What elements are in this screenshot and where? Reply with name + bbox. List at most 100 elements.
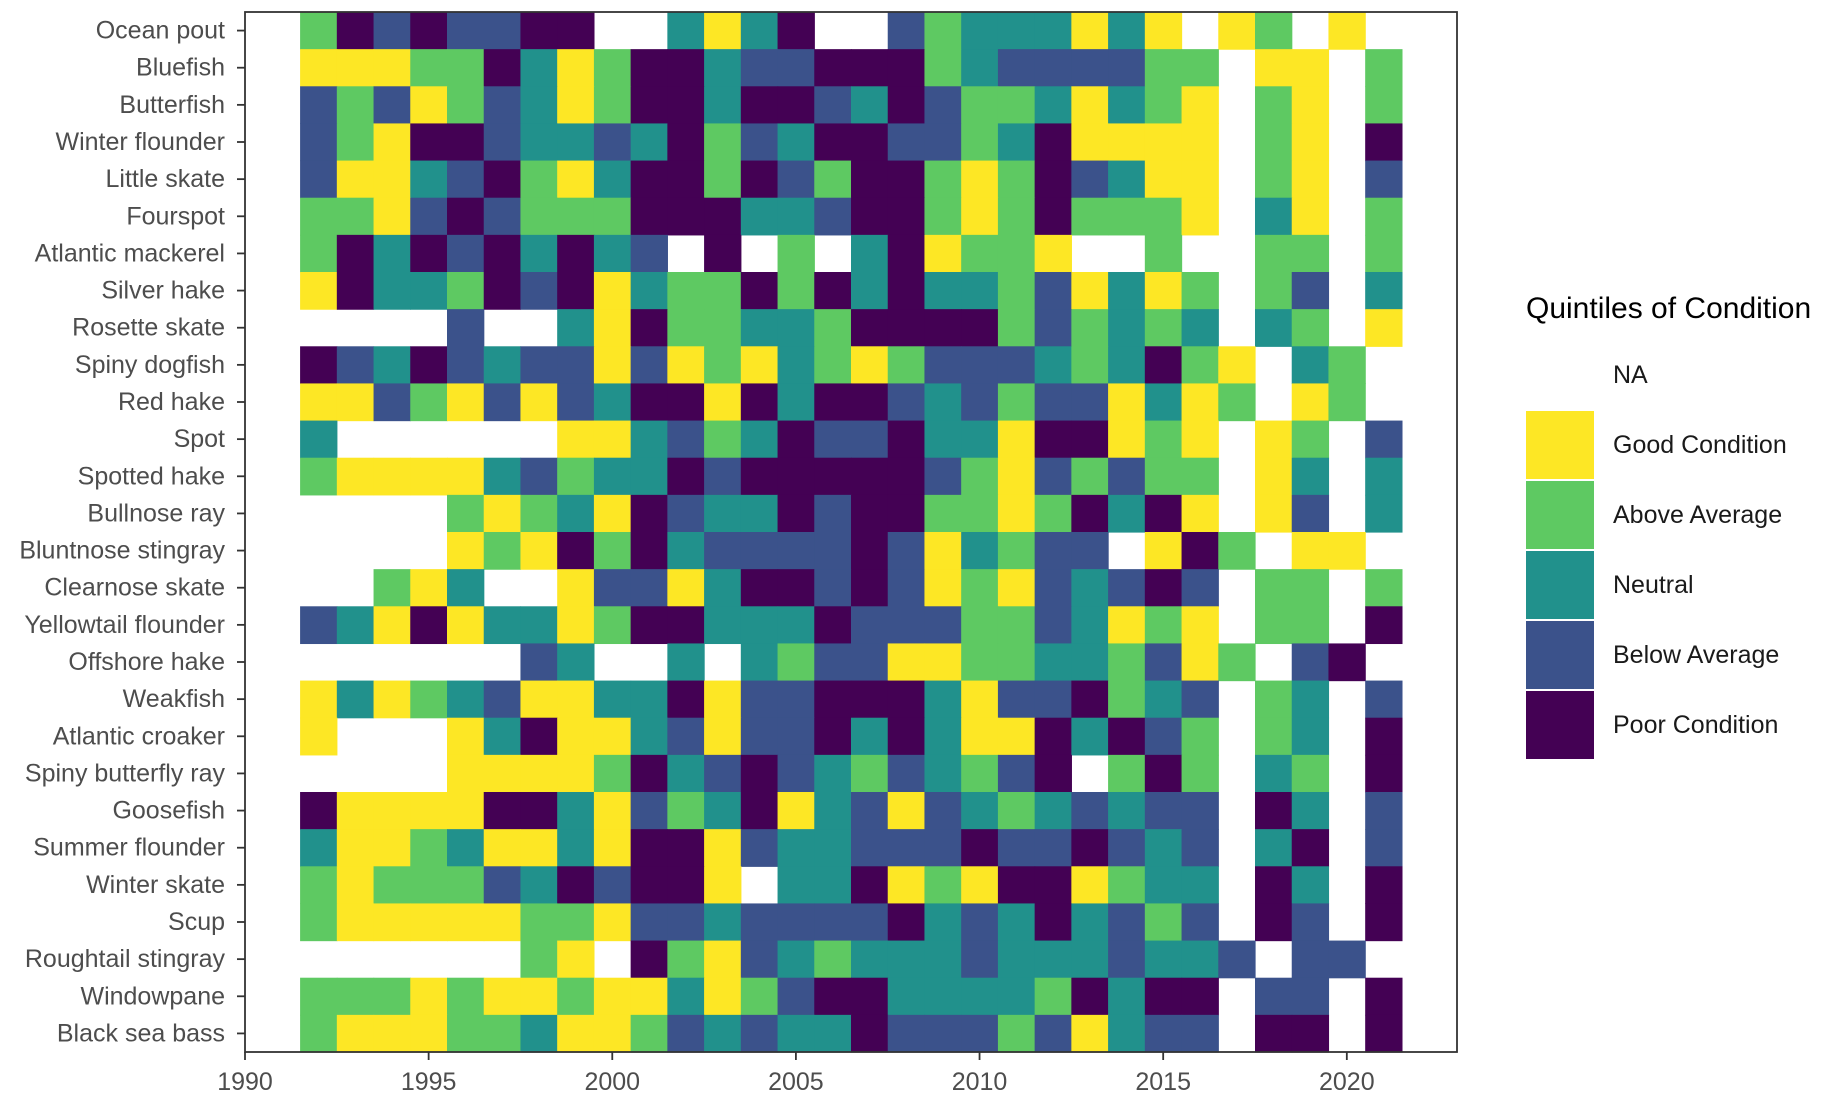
heatmap-cell: [1291, 123, 1330, 162]
heatmap-cell: [336, 49, 375, 87]
heatmap-cell: [704, 160, 742, 199]
heatmap-cell: [704, 680, 742, 719]
heatmap-cell: [777, 680, 815, 719]
y-tick-label: Summer flounder: [33, 834, 225, 862]
heatmap-cell: [630, 197, 668, 236]
heatmap-cell: [410, 680, 448, 719]
heatmap-cell: [924, 494, 962, 533]
heatmap-cell: [667, 1014, 705, 1053]
heatmap-cell: [1034, 1014, 1072, 1053]
heatmap-cell: [814, 383, 852, 422]
heatmap-cell: [630, 680, 668, 719]
heatmap-cell: [851, 754, 889, 793]
heatmap-cell: [1034, 940, 1072, 979]
heatmap-cell: [887, 234, 926, 273]
heatmap-cell: [593, 494, 632, 533]
heatmap-cell: [887, 420, 926, 459]
heatmap-cell: [1291, 457, 1330, 496]
heatmap-cell: [961, 866, 999, 905]
heatmap-cell: [336, 1014, 375, 1053]
heatmap-cell: [300, 1014, 338, 1053]
heatmap-cell: [814, 717, 852, 756]
heatmap-cell: [336, 606, 375, 645]
heatmap-cell: [851, 86, 889, 125]
legend-label: NA: [1613, 361, 1648, 389]
heatmap-cell: [1255, 86, 1293, 125]
heatmap-cell: [1181, 829, 1219, 867]
x-tick-label: 2015: [1135, 1068, 1191, 1096]
heatmap-cell: [997, 197, 1036, 236]
heatmap-cell: [1255, 903, 1293, 942]
heatmap-cell: [1071, 197, 1109, 236]
heatmap-cell: [1144, 717, 1183, 756]
heatmap-cell: [373, 866, 411, 905]
heatmap-cell: [557, 643, 595, 682]
heatmap-cell: [630, 346, 668, 385]
heatmap-cell: [1108, 1014, 1146, 1053]
heatmap-cell: [1034, 457, 1072, 496]
heatmap-cell: [814, 829, 852, 867]
heatmap-cell: [851, 866, 889, 905]
heatmap-cell: [410, 569, 448, 607]
heatmap-cell: [997, 940, 1036, 979]
heatmap-cell: [924, 680, 962, 719]
heatmap-cell: [373, 606, 411, 645]
heatmap-cell: [593, 197, 632, 236]
heatmap-cell: [814, 532, 852, 570]
heatmap-cell: [520, 643, 558, 682]
heatmap-cell: [961, 12, 999, 50]
heatmap-cell: [1144, 680, 1183, 719]
heatmap-cell: [777, 86, 815, 125]
heatmap-cell: [447, 494, 485, 533]
heatmap-cell: [1071, 940, 1109, 979]
heatmap-cell: [1255, 49, 1293, 87]
heatmap-cell: [1291, 49, 1330, 87]
y-tick-label: Spot: [174, 425, 225, 453]
heatmap-cell: [1034, 346, 1072, 385]
heatmap-cell: [1108, 383, 1146, 422]
heatmap-cell: [410, 160, 448, 199]
heatmap-cell: [520, 494, 558, 533]
heatmap-cell: [1071, 49, 1109, 87]
heatmap-cell: [851, 643, 889, 682]
heatmap-cell: [593, 569, 632, 607]
heatmap-cell: [1291, 717, 1330, 756]
heatmap-cell: [1218, 532, 1256, 570]
heatmap-cell: [1144, 272, 1183, 310]
heatmap-cell: [704, 903, 742, 942]
heatmap-cell: [740, 643, 779, 682]
heatmap-cells: [300, 12, 1403, 1053]
heatmap-cell: [1365, 123, 1403, 162]
heatmap-cell: [704, 309, 742, 347]
heatmap-cell: [520, 532, 558, 570]
heatmap-cell: [1108, 569, 1146, 607]
heatmap-cell: [740, 569, 779, 607]
heatmap-cell: [557, 346, 595, 385]
heatmap-cell: [373, 160, 411, 199]
heatmap-cell: [740, 494, 779, 533]
heatmap-cell: [1071, 532, 1109, 570]
heatmap-cell: [667, 49, 705, 87]
heatmap-cell: [667, 12, 705, 50]
heatmap-cell: [520, 457, 558, 496]
heatmap-cell: [887, 754, 926, 793]
x-tick-label: 1990: [217, 1068, 273, 1096]
heatmap-cell: [1034, 12, 1072, 50]
heatmap-cell: [851, 494, 889, 533]
heatmap-cell: [1181, 383, 1219, 422]
heatmap-cell: [851, 234, 889, 273]
heatmap-cell: [887, 309, 926, 347]
heatmap-cell: [887, 829, 926, 867]
heatmap-cell: [1034, 272, 1072, 310]
heatmap-cell: [1071, 717, 1109, 756]
y-tick-label: Butterfish: [119, 91, 225, 119]
heatmap-cell: [557, 977, 595, 1016]
heatmap-cell: [1034, 606, 1072, 645]
heatmap-cell: [924, 754, 962, 793]
heatmap-cell: [1144, 569, 1183, 607]
heatmap-cell: [740, 383, 779, 422]
heatmap-cell: [593, 532, 632, 570]
heatmap-cell: [1071, 12, 1109, 50]
heatmap-cell: [1034, 866, 1072, 905]
heatmap-cell: [557, 569, 595, 607]
